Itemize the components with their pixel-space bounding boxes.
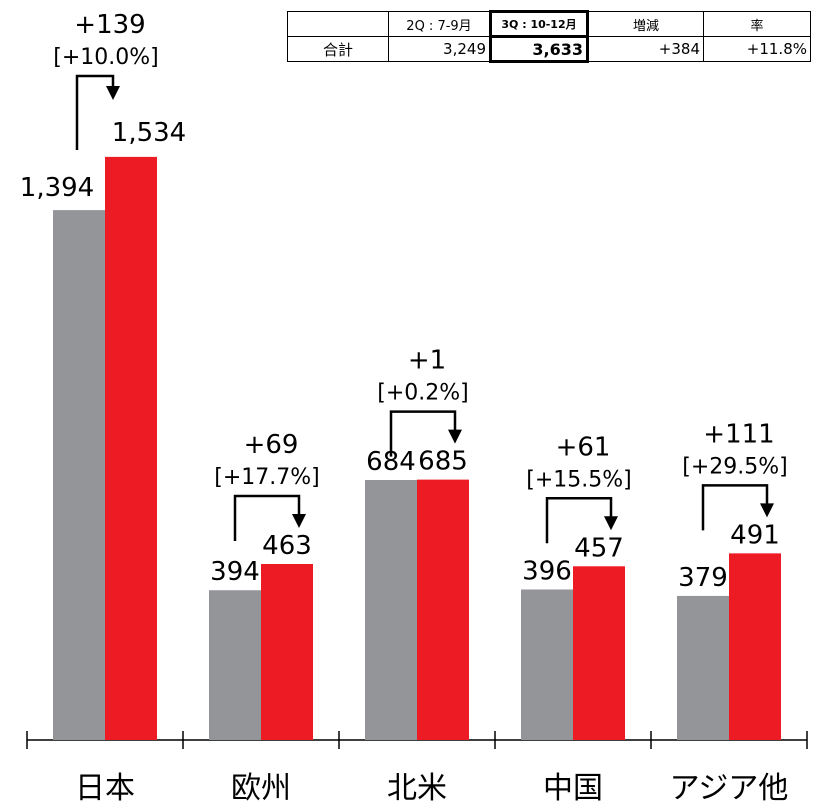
change-label: +111 <box>703 419 774 449</box>
change-arrowhead <box>604 516 618 531</box>
summary-header-3q: 3Q : 10-12月 <box>489 10 589 38</box>
bar-prior <box>209 590 261 740</box>
summary-rate-value: +11.8% <box>703 36 811 62</box>
change-connector <box>545 497 613 544</box>
bar-current <box>417 479 469 740</box>
change-connector <box>389 410 457 457</box>
category-label: 欧州 <box>231 771 291 806</box>
bar-prior <box>365 479 417 740</box>
value-label-current: 457 <box>574 533 624 563</box>
bar-prior <box>521 589 573 740</box>
value-label-prior: 1,394 <box>20 173 94 203</box>
change-pct-label: [+17.7%] <box>214 465 320 490</box>
value-label-prior: 396 <box>522 556 572 586</box>
value-label-current: 491 <box>730 520 780 550</box>
change-pct-label: [+15.5%] <box>526 467 632 492</box>
bar-current <box>573 566 625 740</box>
change-connector <box>701 484 769 531</box>
change-label: +61 <box>556 432 611 462</box>
category-label: 中国 <box>543 771 603 806</box>
change-pct-label: [+10.0%] <box>53 45 159 70</box>
summary-2q-value: 3,249 <box>388 36 491 62</box>
category-label: 北米 <box>387 771 447 806</box>
bar-current <box>105 156 157 741</box>
bar-current <box>261 564 313 740</box>
summary-header-change: 増減 <box>587 11 704 37</box>
change-connector <box>233 494 301 542</box>
change-label: +139 <box>74 10 145 40</box>
change-label: +1 <box>408 346 446 376</box>
summary-total-row: 合計 3,249 3,633 +384 +11.8% <box>287 35 811 63</box>
change-arrowhead <box>106 86 120 100</box>
category-label: 日本 <box>75 771 135 806</box>
change-label: +69 <box>244 430 299 460</box>
summary-table: 2Q : 7-9月 3Q : 10-12月 増減 率 合計 3,249 3,63… <box>287 10 811 63</box>
change-pct-label: [+0.2%] <box>377 381 469 406</box>
change-connector <box>75 74 115 150</box>
summary-3q-value: 3,633 <box>489 35 589 63</box>
value-label-current: 463 <box>262 531 312 561</box>
value-label-current: 685 <box>418 447 468 477</box>
bar-prior <box>53 210 105 741</box>
change-arrowhead <box>292 514 306 529</box>
bar-current <box>729 553 781 740</box>
change-pct-label: [+29.5%] <box>682 454 788 479</box>
value-label-current: 1,534 <box>112 118 186 148</box>
category-label: アジア他 <box>670 771 789 806</box>
change-arrowhead <box>448 429 462 444</box>
value-label-prior: 379 <box>678 563 728 593</box>
value-label-prior: 394 <box>210 557 260 587</box>
change-arrowhead <box>760 503 774 518</box>
bar-prior <box>677 595 729 740</box>
